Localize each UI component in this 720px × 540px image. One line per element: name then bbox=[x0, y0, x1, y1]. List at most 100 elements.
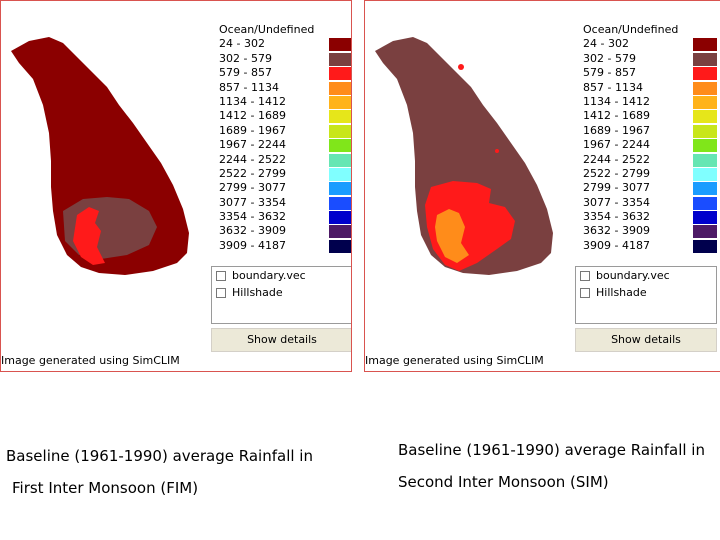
legend-row: 302 - 579 bbox=[211, 51, 351, 66]
legend-label: 2799 - 3077 bbox=[583, 181, 650, 195]
legend-label: 2244 - 2522 bbox=[583, 152, 650, 166]
legend-row: 857 - 1134 bbox=[575, 81, 720, 95]
legend-label: 1689 - 1967 bbox=[219, 123, 286, 137]
layer-list: boundary.vec Hillshade bbox=[211, 266, 351, 324]
simclim-panel-fim: Ocean/Undefined 24 - 302 302 - 579 579 -… bbox=[0, 0, 352, 372]
legend-row: 3077 - 3354 bbox=[575, 196, 720, 210]
legend-label: 3909 - 4187 bbox=[583, 238, 650, 252]
legend-row: 579 - 857 bbox=[211, 66, 351, 81]
legend-label: 3632 - 3909 bbox=[219, 224, 286, 238]
caption-right-line2: Second Inter Monsoon (SIM) bbox=[398, 473, 609, 491]
layer-item-boundary[interactable]: boundary.vec bbox=[212, 269, 351, 284]
legend-swatch bbox=[329, 52, 351, 66]
legend-row: 3077 - 3354 bbox=[211, 195, 351, 210]
rainfall-map-fim bbox=[1, 1, 211, 351]
legend-row: Ocean/Undefined bbox=[575, 23, 720, 37]
legend-label: 3354 - 3632 bbox=[583, 210, 650, 224]
legend-row: 2522 - 2799 bbox=[211, 166, 351, 181]
legend-swatch bbox=[329, 139, 351, 153]
layer-label: boundary.vec bbox=[596, 269, 670, 282]
boundary-checkbox[interactable] bbox=[580, 271, 590, 281]
legend-row: 2799 - 3077 bbox=[211, 181, 351, 196]
legend-row: 1689 - 1967 bbox=[575, 124, 720, 138]
layer-item-boundary[interactable]: boundary.vec bbox=[576, 269, 716, 284]
legend-row: 2244 - 2522 bbox=[575, 153, 720, 167]
caption-left-line1: Baseline (1961-1990) average Rainfall in bbox=[6, 447, 313, 465]
legend-row: 1967 - 2244 bbox=[211, 138, 351, 153]
legend-swatch bbox=[329, 81, 351, 95]
legend-swatch bbox=[329, 124, 351, 138]
legend-label: 24 - 302 bbox=[583, 37, 629, 51]
legend-row: 3354 - 3632 bbox=[575, 210, 720, 225]
legend-row: 1134 - 1412 bbox=[211, 94, 351, 109]
layer-label: Hillshade bbox=[596, 286, 647, 299]
legend-label: 3077 - 3354 bbox=[583, 195, 650, 209]
legend-swatch bbox=[329, 182, 351, 196]
legend-row: 579 - 857 bbox=[575, 66, 720, 81]
legend-label: 1967 - 2244 bbox=[583, 138, 650, 152]
legend-swatch bbox=[693, 167, 717, 181]
legend-swatch bbox=[329, 211, 351, 225]
legend-label: 1134 - 1412 bbox=[219, 94, 286, 108]
legend-swatch bbox=[693, 124, 717, 138]
legend-row: 1412 - 1689 bbox=[575, 109, 720, 124]
legend-row: 302 - 579 bbox=[575, 52, 720, 66]
legend-swatch bbox=[693, 95, 717, 109]
legend-label: 3354 - 3632 bbox=[219, 210, 286, 224]
legend-label: 2244 - 2522 bbox=[219, 152, 286, 166]
legend-label: 2522 - 2799 bbox=[219, 166, 286, 180]
legend-row: 3354 - 3632 bbox=[211, 210, 351, 225]
legend-label: Ocean/Undefined bbox=[583, 23, 679, 36]
legend-label: 302 - 579 bbox=[583, 51, 636, 65]
legend-row: 3632 - 3909 bbox=[211, 224, 351, 239]
legend-swatch bbox=[329, 153, 351, 167]
legend-row: 24 - 302 bbox=[211, 37, 351, 52]
legend-swatch bbox=[693, 239, 717, 253]
legend-swatch bbox=[693, 211, 717, 225]
legend-label: 302 - 579 bbox=[219, 51, 272, 65]
legend-swatch bbox=[693, 67, 717, 81]
credit-text: Image generated using SimCLIM bbox=[365, 354, 544, 367]
legend-label: 24 - 302 bbox=[219, 37, 265, 51]
simclim-panel-sim: Ocean/Undefined 24 - 302 302 - 579 579 -… bbox=[364, 0, 720, 372]
legend-swatch bbox=[693, 153, 717, 167]
legend-label: 579 - 857 bbox=[583, 66, 636, 80]
show-details-button[interactable]: Show details bbox=[211, 328, 351, 352]
legend-row: 857 - 1134 bbox=[211, 80, 351, 95]
caption-right-line1: Baseline (1961-1990) average Rainfall in bbox=[398, 441, 705, 459]
layer-item-hillshade[interactable]: Hillshade bbox=[576, 286, 716, 301]
show-details-button[interactable]: Show details bbox=[575, 328, 717, 352]
caption-left-line2: First Inter Monsoon (FIM) bbox=[12, 479, 199, 497]
legend-label: 3077 - 3354 bbox=[219, 195, 286, 209]
legend: Ocean/Undefined 24 - 302 302 - 579 579 -… bbox=[211, 23, 351, 253]
legend-swatch bbox=[693, 38, 717, 52]
legend-swatch bbox=[329, 95, 351, 109]
legend-swatch bbox=[693, 225, 717, 239]
boundary-checkbox[interactable] bbox=[216, 271, 226, 281]
legend-label: Ocean/Undefined bbox=[219, 23, 315, 36]
legend-swatch bbox=[693, 110, 717, 124]
hillshade-checkbox[interactable] bbox=[580, 288, 590, 298]
red-spot bbox=[458, 64, 464, 70]
legend-row: 3909 - 4187 bbox=[211, 238, 351, 253]
legend-swatch bbox=[693, 182, 717, 196]
zone-579-857 bbox=[73, 207, 105, 265]
layer-label: boundary.vec bbox=[232, 269, 306, 282]
legend-row: 1689 - 1967 bbox=[211, 123, 351, 138]
legend-label: 1134 - 1412 bbox=[583, 94, 650, 108]
legend-swatch bbox=[329, 225, 351, 239]
legend-row: 1134 - 1412 bbox=[575, 95, 720, 109]
legend-row: 2799 - 3077 bbox=[575, 181, 720, 196]
legend-label: 2799 - 3077 bbox=[219, 181, 286, 195]
legend-swatch bbox=[329, 239, 351, 253]
legend-label: 857 - 1134 bbox=[219, 80, 279, 94]
hillshade-checkbox[interactable] bbox=[216, 288, 226, 298]
legend-label: 1967 - 2244 bbox=[219, 138, 286, 152]
legend-label: 3909 - 4187 bbox=[219, 238, 286, 252]
legend-label: 1412 - 1689 bbox=[583, 109, 650, 123]
legend-swatch bbox=[329, 110, 351, 124]
legend-swatch bbox=[329, 196, 351, 210]
layer-item-hillshade[interactable]: Hillshade bbox=[212, 286, 351, 301]
legend-row: 2522 - 2799 bbox=[575, 167, 720, 181]
sri-lanka-map-sim bbox=[375, 37, 553, 275]
